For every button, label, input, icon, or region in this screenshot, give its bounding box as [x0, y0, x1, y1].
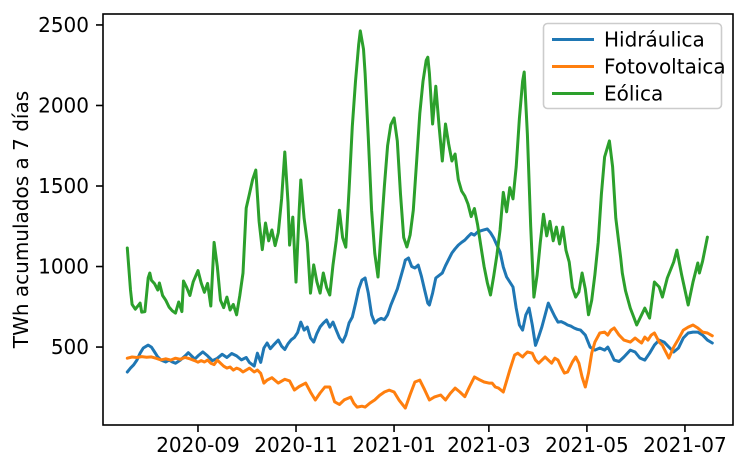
legend-item-label: Hidráulica — [604, 28, 705, 52]
legend-item-label: Eólica — [604, 82, 663, 106]
series-line-fotovoltaica — [125, 323, 714, 410]
legend: Hidráulica Fotovoltaica Eólica — [542, 22, 726, 110]
series-line-eolica — [125, 29, 709, 327]
series-lines — [125, 29, 714, 410]
x-tick-label: 2021-05 — [545, 433, 629, 457]
y-tick-label: 1000 — [38, 255, 89, 279]
y-tick-label: 1500 — [38, 174, 89, 198]
x-tick-label: 2020-11 — [254, 433, 338, 457]
x-tick-label: 2021-01 — [352, 433, 436, 457]
x-tick-label: 2020-09 — [156, 433, 240, 457]
y-tick-label: 500 — [51, 335, 89, 359]
y-tick-label: 2500 — [38, 13, 89, 37]
plot-frame — [102, 13, 734, 426]
x-tick-label: 2021-03 — [447, 433, 531, 457]
series-line-hidraulica — [125, 227, 714, 374]
x-axis-ticks: 2020-09 2020-11 2021-01 2021-03 2021-05 2021-… — [156, 425, 727, 457]
y-tick-label: 2000 — [38, 93, 89, 117]
legend-item-label: Fotovoltaica — [604, 55, 726, 79]
y-axis-label: TWh acumulados a 7 días — [9, 91, 33, 349]
y-axis-ticks: 500 1000 1500 2000 2500 — [38, 13, 103, 359]
x-tick-label: 2021-07 — [643, 433, 727, 457]
legend-box — [542, 22, 723, 110]
